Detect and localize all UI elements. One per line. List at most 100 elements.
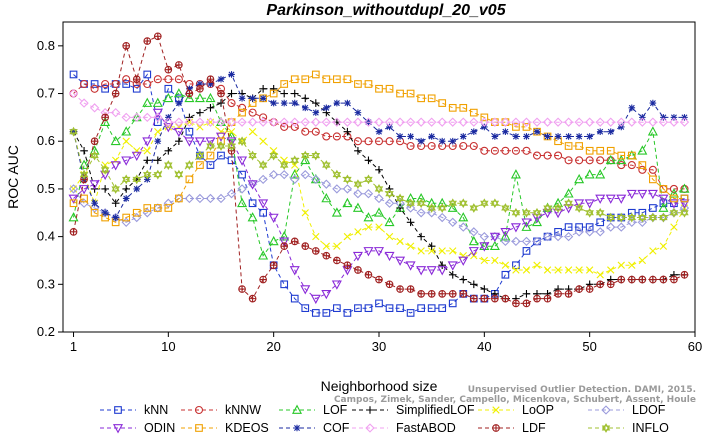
legend-label-inflo: INFLO xyxy=(632,421,669,434)
data-point-kdeos xyxy=(333,75,341,84)
data-point-simplifiedlof xyxy=(522,290,531,298)
data-point-odin xyxy=(479,242,490,252)
data-point-kdeos xyxy=(522,123,531,131)
x-tick-label: 10 xyxy=(161,339,175,354)
data-point-loop xyxy=(449,247,457,255)
data-point-simplifiedlof xyxy=(259,84,267,93)
data-point-knnw xyxy=(364,137,373,146)
data-point-knn xyxy=(406,309,415,317)
data-point-inflo xyxy=(490,198,500,209)
data-point-loop xyxy=(575,266,583,274)
data-point-knnw xyxy=(511,146,520,155)
data-point-cof xyxy=(554,133,562,140)
x-tick-label: 1 xyxy=(70,339,77,354)
data-point-kdeos xyxy=(396,89,404,98)
data-point-cof xyxy=(312,109,320,116)
data-point-knnw xyxy=(153,75,162,84)
data-point-fastabod xyxy=(342,117,353,127)
data-point-inflo xyxy=(248,150,257,161)
data-point-ldf xyxy=(290,237,299,246)
data-point-kdeos xyxy=(238,108,246,117)
data-point-lof xyxy=(163,92,174,103)
data-point-lof xyxy=(268,235,279,246)
data-point-ldf xyxy=(512,299,520,308)
data-point-odin xyxy=(121,156,132,166)
data-point-kdeos xyxy=(153,204,162,212)
data-point-knnw xyxy=(280,122,289,131)
data-point-knn xyxy=(364,304,373,313)
data-point-ldof xyxy=(195,193,205,204)
data-point-ldf xyxy=(122,42,131,50)
data-point-fastabod xyxy=(521,117,532,127)
data-point-fastabod xyxy=(374,117,384,127)
data-point-ldf xyxy=(427,290,436,298)
data-point-fastabod xyxy=(363,117,374,127)
data-point-lof xyxy=(237,197,248,208)
data-point-cof xyxy=(586,133,593,140)
data-point-loop xyxy=(543,266,552,274)
data-point-cof xyxy=(375,128,383,135)
data-point-knnw xyxy=(90,84,99,93)
data-point-fastabod xyxy=(184,117,195,127)
data-point-ldof xyxy=(532,236,542,247)
data-point-lof xyxy=(247,212,258,222)
data-point-cof xyxy=(396,133,404,140)
y-tick-label: 0.5 xyxy=(37,181,55,196)
series-layer xyxy=(68,32,690,317)
data-point-loop xyxy=(670,223,678,231)
data-point-simplifiedlof xyxy=(470,280,478,289)
data-point-lof xyxy=(510,169,521,179)
series-ldf xyxy=(69,32,689,308)
data-point-inflo xyxy=(511,207,521,218)
data-point-fastabod xyxy=(405,117,416,127)
data-point-lof xyxy=(616,154,627,165)
data-point-inflo xyxy=(301,150,310,161)
data-point-cof xyxy=(596,128,604,135)
data-point-knnw xyxy=(101,79,110,89)
data-point-lof xyxy=(142,97,153,107)
data-point-ldof xyxy=(416,208,426,218)
data-point-lof xyxy=(194,92,205,103)
data-point-loop xyxy=(385,232,394,241)
data-point-inflo xyxy=(427,203,436,213)
data-point-knnw xyxy=(322,132,331,141)
data-point-knn xyxy=(522,247,531,255)
data-point-ldf xyxy=(132,75,141,83)
data-point-fastabod xyxy=(163,117,174,127)
series-lof xyxy=(68,88,690,260)
data-point-inflo xyxy=(269,150,278,161)
data-point-inflo xyxy=(143,169,152,180)
data-point-inflo xyxy=(543,203,552,213)
data-point-ldf xyxy=(649,275,657,284)
data-point-fastabod xyxy=(121,112,131,123)
data-point-ldof xyxy=(363,189,374,199)
data-point-simplifiedlof xyxy=(280,89,288,98)
data-point-ldof xyxy=(342,184,353,194)
data-point-knn xyxy=(575,223,583,231)
data-point-knn xyxy=(585,223,594,231)
data-point-loop xyxy=(175,123,183,131)
data-point-odin xyxy=(426,266,437,276)
data-point-odin xyxy=(584,199,595,209)
y-tick-label: 0.7 xyxy=(37,86,55,101)
data-point-inflo xyxy=(353,179,363,190)
data-point-knn xyxy=(206,161,215,169)
data-point-loop xyxy=(406,242,415,250)
data-point-fastabod xyxy=(258,117,268,127)
data-point-inflo xyxy=(469,203,479,213)
data-point-ldof xyxy=(458,222,468,232)
data-point-fastabod xyxy=(679,117,690,127)
data-point-cof xyxy=(217,75,225,83)
data-point-fastabod xyxy=(500,117,511,127)
data-point-inflo xyxy=(164,160,173,170)
data-point-inflo xyxy=(480,198,489,209)
data-point-odin xyxy=(68,194,79,204)
data-point-loop xyxy=(396,237,404,246)
data-point-lof xyxy=(258,250,269,260)
data-point-inflo xyxy=(237,136,247,147)
legend-label-loop: LoOP xyxy=(522,403,554,417)
data-point-knn xyxy=(396,304,404,313)
data-point-fastabod xyxy=(416,117,426,127)
data-point-cof xyxy=(196,80,204,88)
legend-item-fastabod: FastABOD xyxy=(352,421,456,434)
